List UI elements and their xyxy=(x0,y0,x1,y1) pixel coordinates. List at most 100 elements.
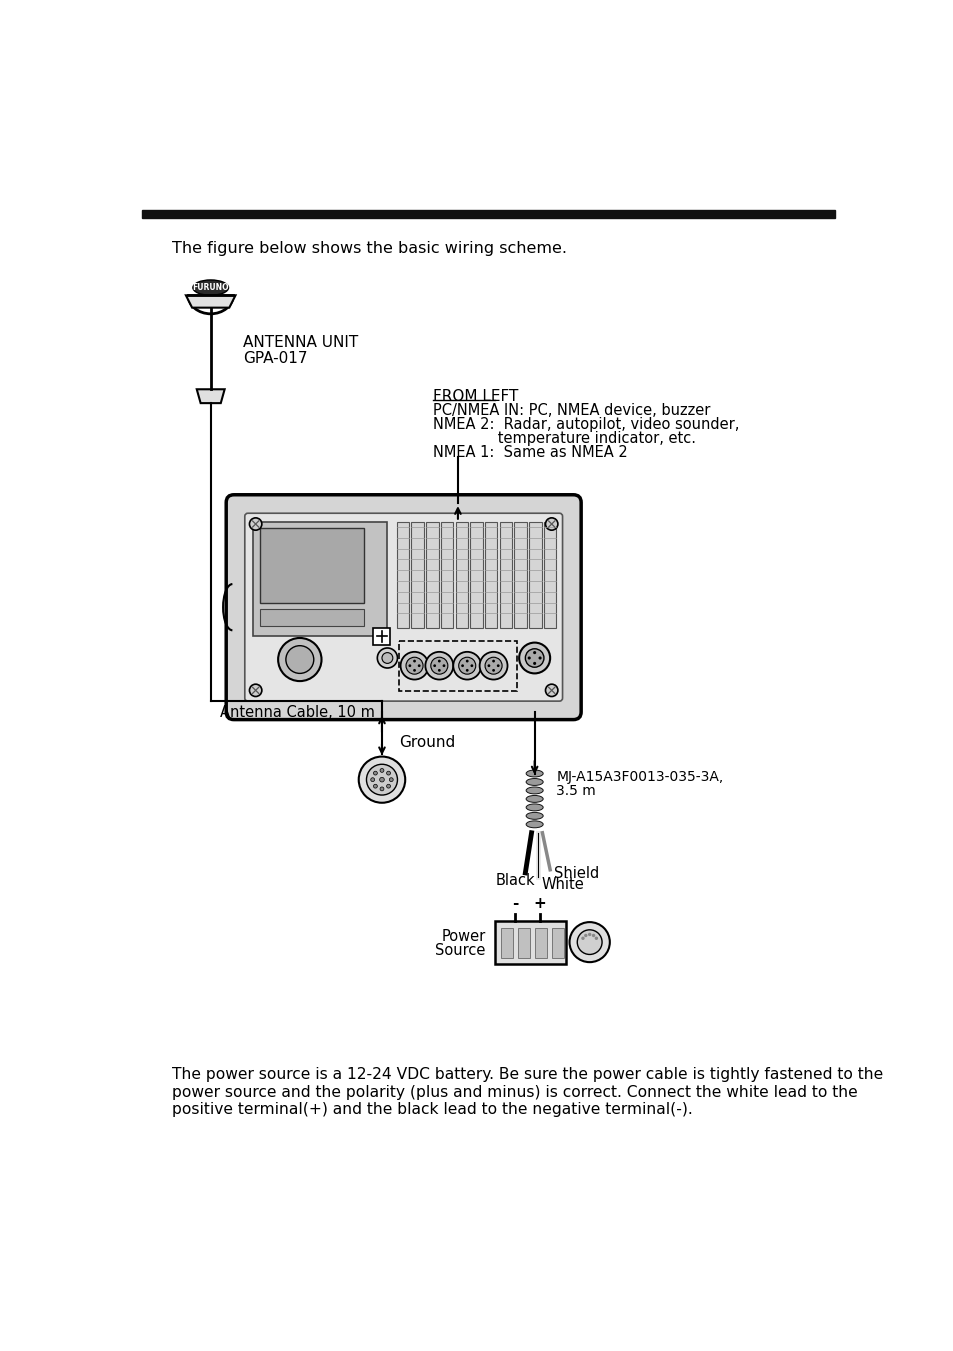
Text: -: - xyxy=(512,896,517,912)
Bar xyxy=(373,628,390,644)
Circle shape xyxy=(577,929,601,954)
Text: Power: Power xyxy=(441,929,485,944)
Text: FROM LEFT: FROM LEFT xyxy=(433,389,518,404)
Bar xyxy=(396,521,409,628)
Circle shape xyxy=(594,936,598,940)
Ellipse shape xyxy=(525,804,542,811)
Text: The power source is a 12-24 VDC battery. Be sure the power cable is tightly fast: The power source is a 12-24 VDC battery.… xyxy=(172,1067,882,1082)
Ellipse shape xyxy=(525,778,542,785)
Bar xyxy=(499,521,512,628)
Bar xyxy=(500,928,513,958)
Circle shape xyxy=(580,936,584,940)
Circle shape xyxy=(437,669,440,671)
Bar xyxy=(259,528,364,604)
Circle shape xyxy=(425,651,453,680)
Circle shape xyxy=(386,785,390,788)
Bar xyxy=(517,928,530,958)
Circle shape xyxy=(249,517,261,530)
Circle shape xyxy=(417,665,420,667)
Text: ANTENNA UNIT: ANTENNA UNIT xyxy=(243,335,358,350)
Circle shape xyxy=(479,651,507,680)
Ellipse shape xyxy=(525,821,542,828)
Circle shape xyxy=(381,653,393,663)
Bar xyxy=(470,521,482,628)
Circle shape xyxy=(569,923,609,962)
Circle shape xyxy=(537,657,541,659)
FancyBboxPatch shape xyxy=(226,494,580,720)
Bar xyxy=(259,609,364,626)
Text: +: + xyxy=(533,896,546,912)
Circle shape xyxy=(591,934,595,938)
Circle shape xyxy=(379,777,384,782)
Text: Shield: Shield xyxy=(554,866,598,881)
Circle shape xyxy=(492,659,495,662)
Circle shape xyxy=(545,517,558,530)
Text: power source and the polarity (plus and minus) is correct. Connect the white lea: power source and the polarity (plus and … xyxy=(172,1085,857,1100)
Circle shape xyxy=(497,665,499,667)
Text: The figure below shows the basic wiring scheme.: The figure below shows the basic wiring … xyxy=(172,242,566,257)
Circle shape xyxy=(278,638,321,681)
Text: Ground: Ground xyxy=(398,735,455,750)
Bar xyxy=(484,521,497,628)
Circle shape xyxy=(525,648,543,667)
Circle shape xyxy=(453,651,480,680)
Circle shape xyxy=(408,665,411,667)
Text: NMEA 1:  Same as NMEA 2: NMEA 1: Same as NMEA 2 xyxy=(433,444,627,459)
Circle shape xyxy=(249,684,261,697)
Circle shape xyxy=(286,646,314,673)
Circle shape xyxy=(406,657,422,674)
Bar xyxy=(535,928,546,958)
Text: GPA-017: GPA-017 xyxy=(243,351,308,366)
Circle shape xyxy=(437,659,440,662)
Text: Source: Source xyxy=(435,943,485,958)
Circle shape xyxy=(533,662,536,665)
Circle shape xyxy=(460,665,463,667)
Circle shape xyxy=(366,765,397,794)
Circle shape xyxy=(492,669,495,671)
Ellipse shape xyxy=(525,770,542,777)
Bar xyxy=(253,521,386,636)
Text: NMEA 2:  Radar, autopilot, video sounder,: NMEA 2: Radar, autopilot, video sounder, xyxy=(433,417,739,432)
Text: Black: Black xyxy=(496,873,535,888)
Circle shape xyxy=(433,665,436,667)
Text: 3.5 m: 3.5 m xyxy=(556,785,596,798)
Circle shape xyxy=(442,665,445,667)
Ellipse shape xyxy=(525,788,542,794)
Circle shape xyxy=(379,769,383,773)
Circle shape xyxy=(533,651,536,654)
Circle shape xyxy=(413,659,416,662)
Bar xyxy=(398,642,517,692)
Bar xyxy=(426,521,438,628)
Circle shape xyxy=(458,657,476,674)
Circle shape xyxy=(583,934,587,938)
Circle shape xyxy=(386,771,390,775)
Text: PC/NMEA IN: PC, NMEA device, buzzer: PC/NMEA IN: PC, NMEA device, buzzer xyxy=(433,403,710,417)
Bar xyxy=(529,521,541,628)
FancyBboxPatch shape xyxy=(245,513,562,701)
Circle shape xyxy=(379,788,383,790)
Circle shape xyxy=(465,669,468,671)
Circle shape xyxy=(518,643,550,673)
Circle shape xyxy=(389,778,393,782)
Polygon shape xyxy=(196,389,224,403)
Bar xyxy=(440,521,453,628)
Text: FURUNO: FURUNO xyxy=(193,284,229,292)
Text: White: White xyxy=(541,877,584,893)
Circle shape xyxy=(413,669,416,671)
Bar xyxy=(543,521,556,628)
Bar xyxy=(495,921,566,963)
Circle shape xyxy=(470,665,473,667)
Circle shape xyxy=(358,757,405,802)
Bar xyxy=(142,209,835,218)
Bar xyxy=(411,521,423,628)
Text: MJ-A15A3F0013-035-3A,: MJ-A15A3F0013-035-3A, xyxy=(556,770,722,784)
Text: Antenna Cable, 10 m: Antenna Cable, 10 m xyxy=(220,705,375,720)
Polygon shape xyxy=(186,296,235,308)
Ellipse shape xyxy=(525,796,542,802)
Circle shape xyxy=(545,684,558,697)
Bar xyxy=(514,521,526,628)
Ellipse shape xyxy=(525,812,542,819)
Circle shape xyxy=(465,659,468,662)
Text: temperature indicator, etc.: temperature indicator, etc. xyxy=(433,431,696,446)
Circle shape xyxy=(527,657,530,659)
